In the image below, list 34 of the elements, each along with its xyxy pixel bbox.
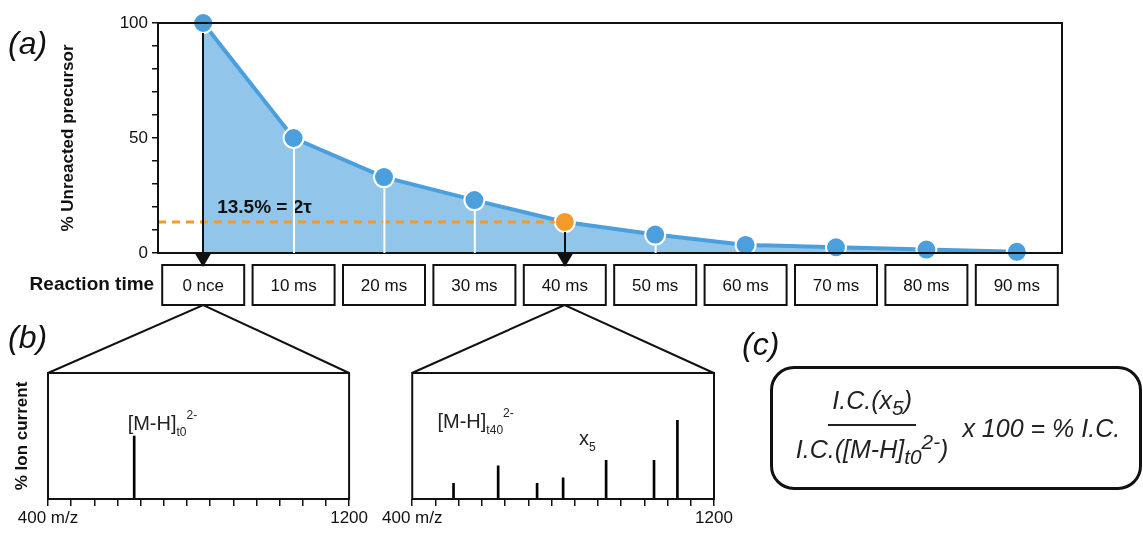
text: x 100 = % I.C. xyxy=(962,413,1121,443)
y-tick-label: 0 xyxy=(138,242,148,262)
y-tick-label: 50 xyxy=(129,127,148,147)
text: (c) xyxy=(742,326,780,363)
x-tick-label: 1200 xyxy=(330,507,368,527)
point xyxy=(282,127,305,149)
chart-title: (a) xyxy=(8,25,48,61)
x-tick-label: 400 m/z xyxy=(381,507,443,527)
chart-title: (b) xyxy=(8,319,48,355)
bar xyxy=(676,419,679,499)
point xyxy=(644,223,667,246)
point xyxy=(825,236,847,259)
text: I.C.(x$_{5}$) xyxy=(828,386,916,427)
y-axis-title: % Ion current xyxy=(11,381,31,491)
x-tick-label: 40 ms xyxy=(541,275,588,295)
x-tick-label: 0 nce xyxy=(182,275,224,295)
text: I.C.([M-H]$_{t0}$$^{2-}$) xyxy=(794,429,950,470)
x-tick-label: 20 ms xyxy=(360,275,408,295)
x-tick-label: 60 ms xyxy=(722,275,769,295)
y-tick-label: 100 xyxy=(119,12,148,32)
bar xyxy=(452,482,455,499)
point xyxy=(373,166,395,189)
x-tick-label: 30 ms xyxy=(451,275,498,295)
x-tick-label: 80 ms xyxy=(903,275,950,295)
x-tick-label: 400 m/z xyxy=(17,507,79,527)
point xyxy=(463,189,486,212)
x-tick-label: 50 ms xyxy=(632,275,679,295)
x-tick-label: 1200 xyxy=(695,507,733,527)
x-axis-title: Reaction time xyxy=(29,273,155,295)
y-axis-title: % Unreacted precursor xyxy=(57,44,77,232)
point xyxy=(553,210,576,233)
x-tick-label: 90 ms xyxy=(993,275,1040,295)
x-tick-label: 70 ms xyxy=(812,275,860,295)
x-tick-label: 10 ms xyxy=(270,275,317,295)
